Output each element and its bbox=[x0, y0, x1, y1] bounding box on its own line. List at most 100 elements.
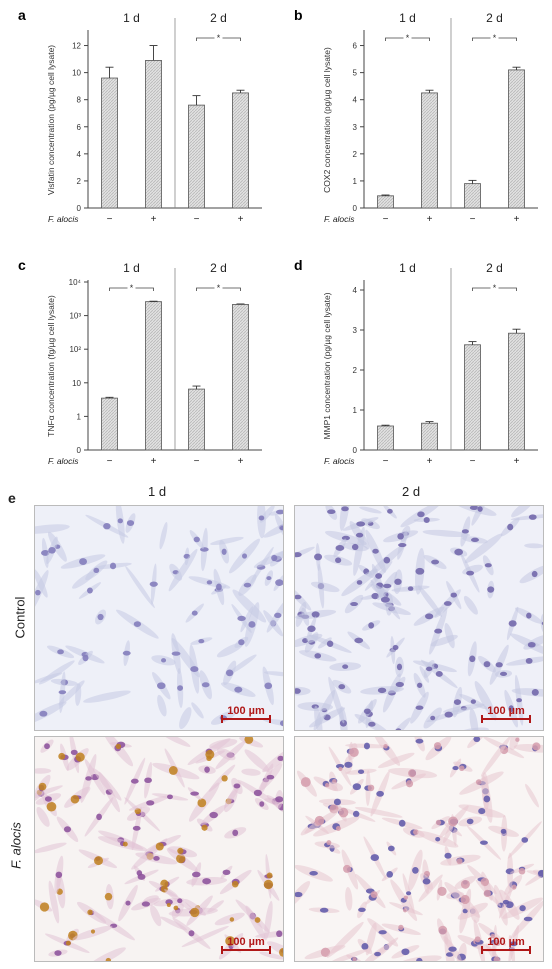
stain-granule bbox=[403, 895, 409, 900]
cell-nucleus bbox=[54, 950, 62, 956]
cell-nucleus bbox=[363, 742, 371, 750]
cell-nucleus bbox=[531, 689, 539, 696]
y-tick-label: 2 bbox=[77, 177, 82, 186]
cell-nucleus bbox=[311, 611, 320, 618]
cell-nucleus bbox=[445, 952, 454, 957]
cell-nucleus bbox=[443, 601, 452, 606]
cell-nucleus bbox=[396, 663, 403, 671]
cell-nucleus bbox=[206, 580, 213, 585]
stain-granule bbox=[314, 815, 325, 826]
cell-body bbox=[354, 806, 403, 818]
cell-body bbox=[345, 886, 353, 911]
cell-nucleus bbox=[541, 621, 543, 626]
cell-nucleus bbox=[370, 854, 380, 861]
stain-granule bbox=[460, 894, 470, 905]
cell-nucleus bbox=[397, 533, 404, 540]
cell-nucleus bbox=[469, 655, 476, 663]
cell-nucleus bbox=[392, 645, 399, 651]
panel-letter: d bbox=[294, 257, 303, 273]
cell-nucleus bbox=[209, 811, 218, 819]
group-label: 1 d bbox=[399, 11, 416, 25]
x-tick-label: − bbox=[107, 214, 113, 225]
cell-body bbox=[386, 717, 411, 730]
stain-granule bbox=[338, 766, 343, 771]
cell-nucleus bbox=[395, 681, 404, 688]
cell-body bbox=[48, 880, 60, 924]
cell-body bbox=[216, 748, 236, 761]
cell-nucleus bbox=[423, 516, 430, 523]
y-tick-label: 10⁴ bbox=[69, 278, 82, 287]
scale-bar: 100 µm bbox=[221, 705, 271, 723]
micrograph-falocis-2d: 100 µm bbox=[294, 736, 544, 962]
cell-body bbox=[422, 529, 471, 538]
cell-nucleus bbox=[394, 578, 402, 585]
cell-nucleus bbox=[371, 592, 380, 600]
stain-granule bbox=[324, 782, 330, 788]
bar bbox=[145, 60, 162, 209]
y-axis-label: Visfatin concentration (pg/µg cell lysat… bbox=[46, 45, 56, 195]
cell-nucleus bbox=[63, 826, 72, 833]
cell-nucleus bbox=[79, 558, 88, 565]
cell-nucleus bbox=[96, 813, 102, 821]
cell-nucleus bbox=[190, 791, 199, 796]
bar bbox=[145, 301, 162, 451]
stain-granule bbox=[370, 891, 378, 899]
group-label: 1 d bbox=[123, 261, 140, 275]
x-tick-label: − bbox=[470, 456, 476, 467]
cell-body bbox=[210, 536, 244, 546]
stain-granule bbox=[197, 798, 207, 808]
cell-nucleus bbox=[97, 613, 104, 621]
bar bbox=[101, 397, 118, 451]
stain-granule bbox=[94, 856, 103, 866]
stain-granule bbox=[205, 749, 215, 759]
cell-body bbox=[310, 581, 340, 593]
cell-nucleus bbox=[157, 682, 166, 690]
significance-bracket bbox=[109, 287, 154, 291]
cell-nucleus bbox=[314, 653, 322, 659]
x-tick-label: + bbox=[151, 456, 157, 467]
cell-nucleus bbox=[383, 556, 391, 564]
cell-nucleus bbox=[93, 567, 100, 573]
cell-nucleus bbox=[461, 529, 469, 534]
cell-nucleus bbox=[238, 639, 245, 646]
panel-letter: a bbox=[18, 7, 26, 23]
stain-granule bbox=[448, 816, 458, 827]
stain-granule bbox=[155, 842, 164, 851]
cell-nucleus bbox=[130, 778, 139, 784]
stain-granule bbox=[46, 801, 57, 812]
cell-nucleus bbox=[361, 943, 369, 950]
cell-nucleus bbox=[450, 592, 458, 598]
row-label-control: Control bbox=[12, 596, 28, 639]
cell-nucleus bbox=[416, 957, 423, 961]
cell-nucleus bbox=[141, 901, 151, 907]
cell-nucleus bbox=[221, 548, 227, 555]
cell-nucleus bbox=[398, 819, 406, 827]
cell-nucleus bbox=[405, 891, 412, 896]
cell-nucleus bbox=[85, 776, 92, 781]
bar bbox=[232, 304, 249, 451]
stain-granule bbox=[263, 879, 274, 890]
cell-nucleus bbox=[470, 699, 476, 704]
cell-nucleus bbox=[352, 783, 362, 791]
group-label: 2 d bbox=[210, 261, 227, 275]
y-tick-label: 1 bbox=[353, 177, 358, 186]
stain-granule bbox=[39, 902, 50, 912]
cell-body bbox=[263, 671, 283, 677]
bar bbox=[232, 92, 249, 209]
cell-nucleus bbox=[122, 650, 131, 656]
cell-nucleus bbox=[386, 871, 394, 878]
x-tick-label: + bbox=[514, 214, 520, 225]
cell-nucleus bbox=[368, 622, 375, 629]
stain-granule bbox=[75, 752, 85, 762]
cell-nucleus bbox=[295, 594, 302, 600]
y-tick-label: 5 bbox=[353, 69, 358, 78]
cell-nucleus bbox=[395, 728, 402, 730]
stain-granule bbox=[460, 879, 470, 889]
stain-granule bbox=[221, 775, 228, 782]
y-tick-label: 10² bbox=[69, 345, 81, 354]
cell-nucleus bbox=[335, 557, 342, 564]
cell-nucleus bbox=[177, 685, 184, 691]
cell-nucleus bbox=[519, 905, 526, 912]
cell-nucleus bbox=[248, 621, 256, 628]
stain-granule bbox=[408, 769, 417, 778]
